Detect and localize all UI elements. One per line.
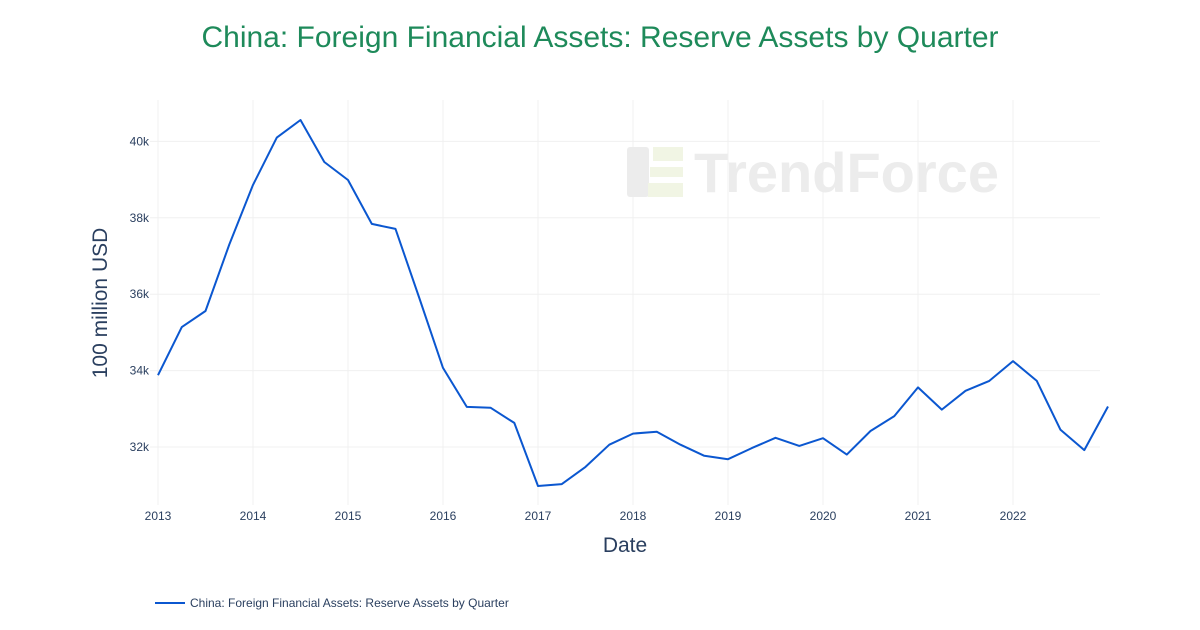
x-tick-label: 2014 <box>240 509 267 523</box>
x-tick-label: 2018 <box>620 509 647 523</box>
watermark: TrendForce <box>627 141 999 204</box>
y-axis-ticks: 32k 34k 36k 38k 40k <box>130 134 150 454</box>
x-tick-label: 2017 <box>525 509 552 523</box>
legend-line-swatch <box>155 602 185 604</box>
x-tick-label: 2016 <box>430 509 457 523</box>
watermark-text: TrendForce <box>694 141 999 204</box>
x-tick-label: 2021 <box>905 509 932 523</box>
x-tick-label: 2020 <box>810 509 837 523</box>
x-tick-label: 2022 <box>1000 509 1027 523</box>
x-axis-ticks: 2013 2014 2015 2016 2017 2018 2019 2020 2021 2022 <box>145 509 1027 523</box>
legend-label: China: Foreign Financial Assets: Reserve… <box>190 596 509 610</box>
chart-title: China: Foreign Financial Assets: Reserve… <box>201 21 999 54</box>
y-tick-label: 34k <box>130 364 150 378</box>
data-line <box>157 119 1109 487</box>
y-axis-title: 100 million USD <box>89 228 112 379</box>
x-tick-label: 2015 <box>335 509 362 523</box>
y-tick-label: 32k <box>130 440 150 454</box>
y-tick-label: 40k <box>130 134 150 148</box>
x-tick-label: 2019 <box>715 509 742 523</box>
legend[interactable]: China: Foreign Financial Assets: Reserve… <box>155 596 509 610</box>
gridlines <box>150 100 1100 505</box>
x-axis-title: Date <box>603 534 647 557</box>
y-tick-label: 36k <box>130 287 150 301</box>
y-tick-label: 38k <box>130 211 150 225</box>
x-tick-label: 2013 <box>145 509 172 523</box>
